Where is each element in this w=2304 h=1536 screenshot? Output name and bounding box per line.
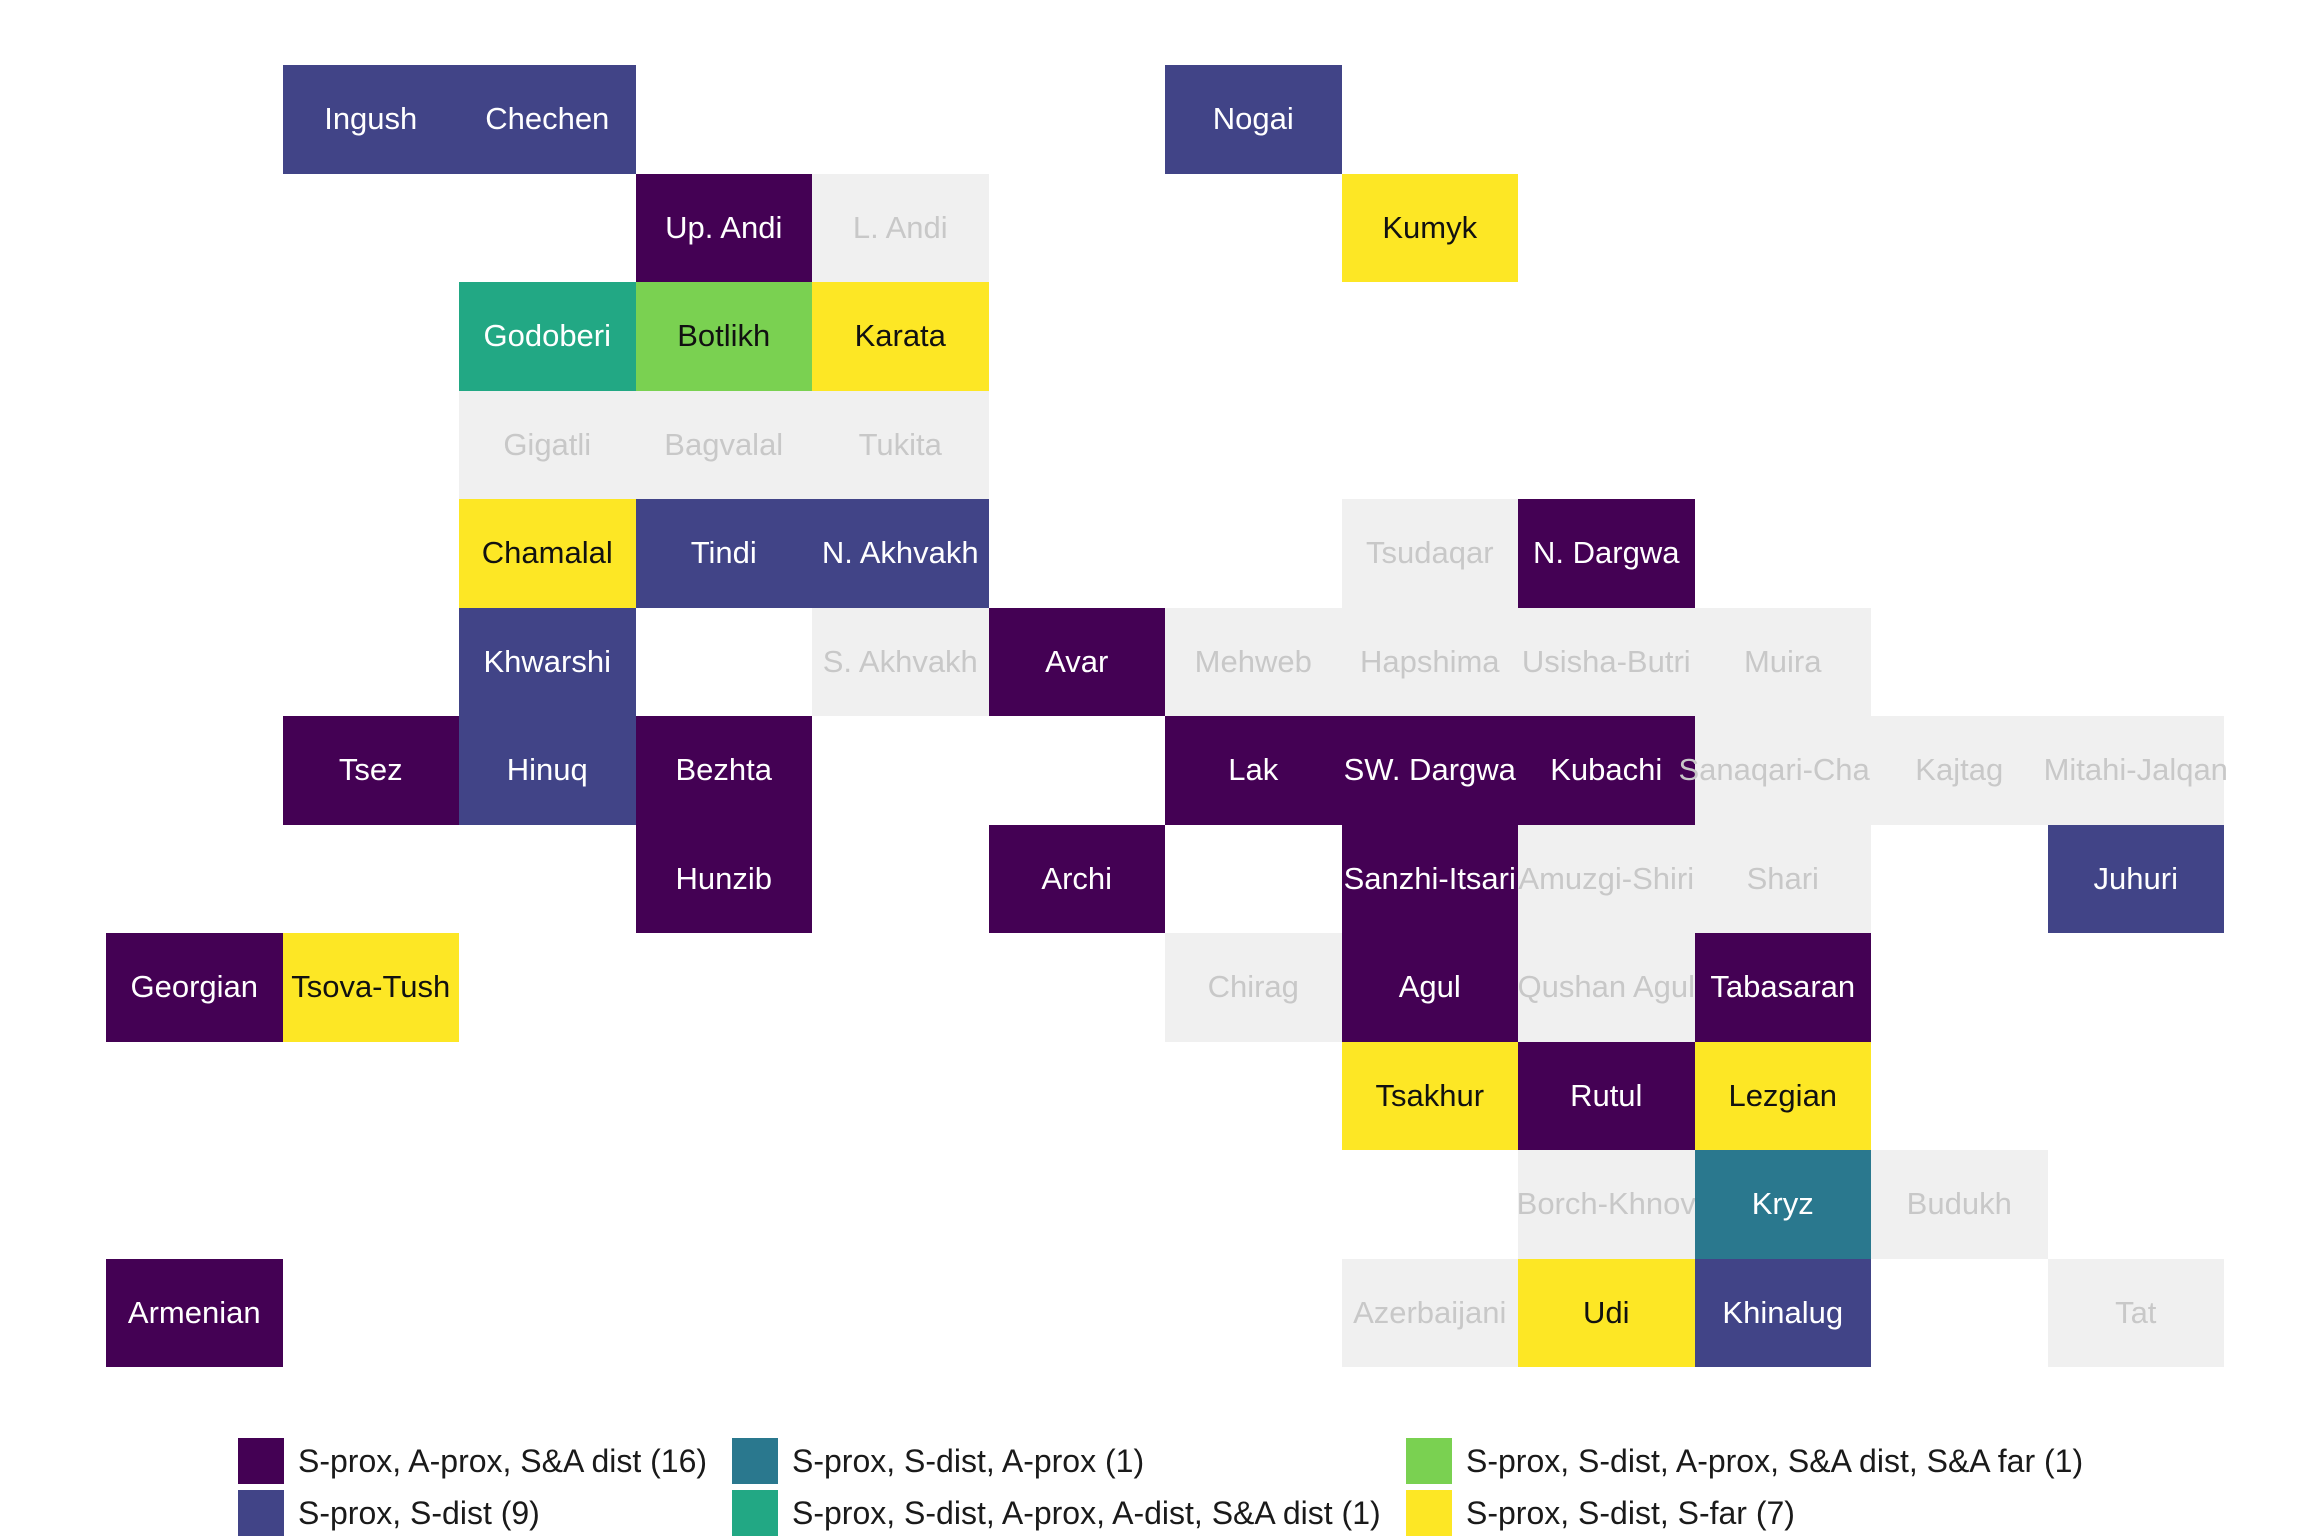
language-tile-archi: Archi: [988, 824, 1165, 933]
legend-swatch-c4: [732, 1490, 778, 1536]
language-tile-tsudaqar: Tsudaqar: [1341, 499, 1518, 608]
language-tile-tat: Tat: [2047, 1258, 2224, 1367]
language-tile-shari: Shari: [1694, 824, 1871, 933]
language-tile-tukita: Tukita: [812, 390, 989, 499]
language-tile-l-andi: L. Andi: [812, 173, 989, 282]
language-tile-tsakhur: Tsakhur: [1341, 1041, 1518, 1150]
legend-label-c6: S-prox, S-dist, S-far (7): [1466, 1494, 1795, 1531]
language-tile-usisha-butri: Usisha-Butri: [1518, 607, 1695, 716]
language-tile-karata: Karata: [812, 282, 989, 391]
language-tile-armenian: Armenian: [106, 1258, 283, 1367]
language-tile-qushan-agul: Qushan Agul: [1517, 933, 1695, 1042]
language-tile-juhuri: Juhuri: [2047, 824, 2224, 933]
legend-item-c4: S-prox, S-dist, A-prox, A-dist, S&A dist…: [732, 1490, 1381, 1536]
language-tile-kryz: Kryz: [1694, 1150, 1871, 1259]
language-tile-sanzhi-itsari: Sanzhi-Itsari: [1341, 824, 1518, 933]
legend-label-c4: S-prox, S-dist, A-prox, A-dist, S&A dist…: [792, 1494, 1381, 1531]
language-tile-georgian: Georgian: [106, 933, 283, 1042]
language-tile-lak: Lak: [1165, 716, 1342, 825]
language-tile-khwarshi: Khwarshi: [459, 607, 636, 716]
legend-swatch-c3: [732, 1438, 778, 1484]
language-tile-up-andi: Up. Andi: [635, 173, 812, 282]
language-tile-tsez: Tsez: [282, 716, 459, 825]
language-tile-gigatli: Gigatli: [459, 390, 636, 499]
language-tile-chechen: Chechen: [459, 65, 636, 174]
language-tile-mehweb: Mehweb: [1165, 607, 1342, 716]
language-tile-avar: Avar: [988, 607, 1165, 716]
legend-swatch-c5: [1406, 1438, 1452, 1484]
language-tile-borch-khnov: Borch-Khnov: [1517, 1150, 1696, 1259]
language-tile-hunzib: Hunzib: [635, 824, 812, 933]
language-tile-kumyk: Kumyk: [1341, 173, 1518, 282]
legend-item-c2: S-prox, S-dist (9): [238, 1490, 540, 1536]
legend: S-prox, A-prox, S&A dist (16) S-prox, S-…: [238, 1438, 2138, 1536]
language-tile-map: Ingush Chechen Nogai Up. Andi L. Andi Kumyk Go…: [106, 65, 2228, 1367]
language-tile-s-akhvakh: S. Akhvakh: [812, 607, 989, 716]
legend-label-c3: S-prox, S-dist, A-prox (1): [792, 1442, 1145, 1479]
language-tile-bezhta: Bezhta: [635, 716, 812, 825]
legend-label-c2: S-prox, S-dist (9): [298, 1494, 540, 1531]
language-tile-tindi: Tindi: [635, 499, 812, 608]
legend-swatch-c2: [238, 1490, 284, 1536]
language-tile-khinalug: Khinalug: [1694, 1258, 1871, 1367]
legend-item-c5: S-prox, S-dist, A-prox, S&A dist, S&A fa…: [1406, 1438, 2083, 1484]
language-tile-rutul: Rutul: [1518, 1041, 1695, 1150]
language-tile-tsova-tush: Tsova-Tush: [282, 933, 459, 1042]
language-tile-hapshima: Hapshima: [1341, 607, 1518, 716]
language-tile-godoberi: Godoberi: [459, 282, 636, 391]
legend-item-c6: S-prox, S-dist, S-far (7): [1406, 1490, 1795, 1536]
language-tile-hinuq: Hinuq: [459, 716, 636, 825]
legend-swatch-c1: [238, 1438, 284, 1484]
language-tile-kubachi: Kubachi: [1518, 716, 1695, 825]
language-tile-azerbaijani: Azerbaijani: [1341, 1258, 1518, 1367]
language-tile-lezgian: Lezgian: [1694, 1041, 1871, 1150]
language-tile-chamalal: Chamalal: [459, 499, 636, 608]
language-tile-tabasaran: Tabasaran: [1694, 933, 1871, 1042]
language-tile-chirag: Chirag: [1165, 933, 1342, 1042]
language-tile-kajtag: Kajtag: [1871, 716, 2048, 825]
legend-item-c3: S-prox, S-dist, A-prox (1): [732, 1438, 1144, 1484]
language-tile-muira: Muira: [1694, 607, 1871, 716]
legend-swatch-c6: [1406, 1490, 1452, 1536]
language-tile-udi: Udi: [1518, 1258, 1695, 1367]
language-tile-budukh: Budukh: [1871, 1150, 2048, 1259]
legend-item-c1: S-prox, A-prox, S&A dist (16): [238, 1438, 707, 1484]
legend-label-c5: S-prox, S-dist, A-prox, S&A dist, S&A fa…: [1466, 1442, 2084, 1479]
language-tile-sw-dargwa: SW. Dargwa: [1341, 716, 1518, 825]
language-tile-agul: Agul: [1341, 933, 1518, 1042]
language-tile-botlikh: Botlikh: [635, 282, 812, 391]
language-tile-nogai: Nogai: [1165, 65, 1342, 174]
legend-label-c1: S-prox, A-prox, S&A dist (16): [298, 1442, 708, 1479]
language-tile-n-dargwa: N. Dargwa: [1518, 499, 1695, 608]
language-tile-bagvalal: Bagvalal: [635, 390, 812, 499]
language-tile-mitahi-jalqan: Mitahi-Jalqan: [2044, 716, 2228, 825]
language-tile-ingush: Ingush: [282, 65, 459, 174]
language-tile-amuzgi-shiri: Amuzgi-Shiri: [1518, 824, 1695, 933]
language-tile-sanaqari-chah: Sanaqari-Chah: [1678, 716, 1887, 825]
language-tile-n-akhvakh: N. Akhvakh: [812, 499, 989, 608]
